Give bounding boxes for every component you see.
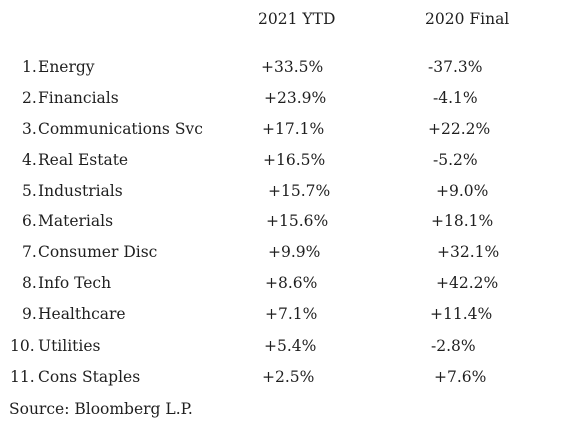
row-rank: 6. — [22, 212, 37, 230]
row-sector: Cons Staples — [38, 368, 141, 386]
header-2020-final: 2020 Final — [425, 10, 510, 28]
row-2020-final: +11.4% — [430, 305, 493, 323]
row-2020-final: +7.6% — [434, 368, 487, 386]
row-2020-final: -5.2% — [433, 151, 478, 169]
row-2020-final: +18.1% — [431, 212, 494, 230]
row-sector: Real Estate — [38, 151, 129, 169]
row-sector: Industrials — [38, 182, 123, 200]
table-row: 11. Cons Staples +2.5% +7.6% — [0, 368, 580, 399]
row-sector: Financials — [38, 89, 119, 107]
row-2020-final: +9.0% — [436, 182, 489, 200]
row-rank: 10. — [10, 337, 35, 355]
row-2020-final: -2.8% — [431, 337, 476, 355]
source-note: Source: Bloomberg L.P. — [9, 400, 193, 418]
row-2020-final: +22.2% — [428, 120, 491, 138]
row-sector: Info Tech — [38, 274, 112, 292]
row-rank: 9. — [22, 305, 37, 323]
row-rank: 1. — [22, 58, 37, 76]
row-2021-ytd: +33.5% — [261, 58, 324, 76]
table-row: 4. Real Estate +16.5% -5.2% — [0, 151, 580, 182]
row-sector: Communications Svc — [38, 120, 203, 138]
row-2020-final: +32.1% — [437, 243, 500, 261]
row-sector: Utilities — [38, 337, 101, 355]
row-2021-ytd: +17.1% — [262, 120, 325, 138]
row-rank: 8. — [22, 274, 37, 292]
table-row: 10. Utilities +5.4% -2.8% — [0, 337, 580, 368]
table-row: 3. Communications Svc +17.1% +22.2% — [0, 120, 580, 151]
row-2021-ytd: +16.5% — [263, 151, 326, 169]
table-row: 2. Financials +23.9% -4.1% — [0, 89, 580, 120]
row-rank: 2. — [22, 89, 37, 107]
row-rank: 7. — [22, 243, 37, 261]
row-2020-final: -4.1% — [433, 89, 478, 107]
row-2021-ytd: +15.6% — [266, 212, 329, 230]
row-2021-ytd: +5.4% — [264, 337, 317, 355]
row-2021-ytd: +8.6% — [265, 274, 318, 292]
row-2021-ytd: +7.1% — [265, 305, 318, 323]
row-sector: Energy — [38, 58, 95, 76]
table-row: 9. Healthcare +7.1% +11.4% — [0, 305, 580, 336]
row-sector: Materials — [38, 212, 114, 230]
row-2021-ytd: +23.9% — [264, 89, 327, 107]
table-row: 7. Consumer Disc +9.9% +32.1% — [0, 243, 580, 274]
row-rank: 11. — [10, 368, 35, 386]
row-rank: 4. — [22, 151, 37, 169]
row-2020-final: +42.2% — [436, 274, 499, 292]
header-2021-ytd: 2021 YTD — [258, 10, 336, 28]
row-2021-ytd: +2.5% — [262, 368, 315, 386]
row-2021-ytd: +15.7% — [268, 182, 331, 200]
table-row: 1. Energy +33.5% -37.3% — [0, 58, 580, 89]
table-row: 5. Industrials +15.7% +9.0% — [0, 182, 580, 213]
table-row: 6. Materials +15.6% +18.1% — [0, 212, 580, 243]
row-sector: Consumer Disc — [38, 243, 158, 261]
row-2020-final: -37.3% — [428, 58, 483, 76]
row-sector: Healthcare — [38, 305, 126, 323]
row-rank: 5. — [22, 182, 37, 200]
row-rank: 3. — [22, 120, 37, 138]
row-2021-ytd: +9.9% — [268, 243, 321, 261]
table-row: 8. Info Tech +8.6% +42.2% — [0, 274, 580, 305]
